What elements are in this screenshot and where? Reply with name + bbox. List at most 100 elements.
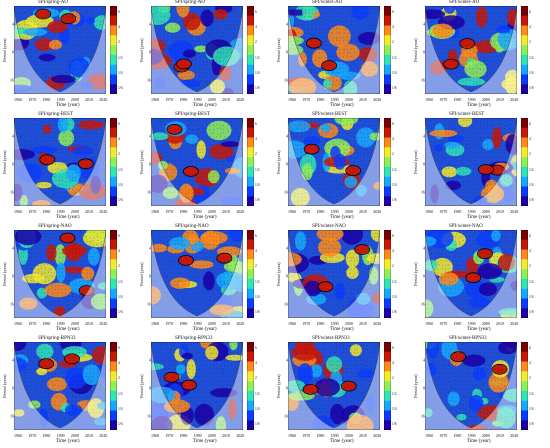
colorbar-tick-label: 6	[255, 234, 257, 238]
y-tick-label: 8	[12, 273, 14, 279]
coherence-region	[44, 282, 72, 298]
x-tick-label: 2020	[236, 97, 245, 102]
colorbar-tick-label: 1/6	[118, 310, 123, 314]
coherence-region	[432, 23, 454, 38]
coherence-region	[205, 345, 219, 360]
coherence-region	[346, 266, 359, 279]
x-tick-labels: 1960 1970 1980 1990 2000 2010 2020	[425, 97, 518, 103]
x-tick-labels: 1960 1970 1980 1990 2000 2010 2020	[151, 97, 245, 103]
colorbar-tick-label: 1/2	[255, 391, 260, 396]
cone-of-influence	[288, 118, 380, 206]
coherence-region	[318, 238, 342, 257]
x-tick-labels: 1960 1970 1980 1990 2000 2010 2020	[14, 209, 107, 215]
coherence-region	[86, 17, 95, 25]
y-tick-label: 16	[284, 301, 288, 307]
significance-contour	[60, 13, 77, 25]
coherence-region	[360, 61, 378, 77]
y-tick-label: 16	[284, 189, 288, 195]
significance-contour	[478, 164, 494, 175]
y-tick-label: 8	[286, 273, 288, 279]
panel-title: SPI/winter-NAO	[449, 224, 483, 229]
x-tick-label: 2020	[373, 321, 382, 326]
x-tick-label: 1980	[42, 97, 51, 102]
coherence-region	[19, 195, 28, 206]
coherence-region	[430, 60, 447, 75]
x-tick-labels: 1960 1970 1980 1990 2000 2010 2020	[425, 321, 518, 327]
wavelet-coherence-plot	[425, 118, 517, 206]
high-coherence-region	[176, 59, 191, 69]
panel-title: SPI/spring-RPN33	[38, 336, 76, 341]
coherence-region	[92, 346, 106, 365]
x-tick-label: 2000	[344, 97, 353, 102]
colorbar-tick-label: 1/2	[392, 167, 397, 172]
significance-contour	[305, 37, 322, 49]
y-tick-label: 16	[10, 413, 14, 419]
x-tick-label: 1960	[425, 321, 433, 326]
x-tick-label: 2000	[481, 97, 490, 102]
coherence-region	[438, 272, 459, 286]
x-tick-label: 1990	[193, 97, 202, 102]
coherence-region	[180, 79, 201, 88]
coherence-region	[444, 141, 460, 149]
y-tick-label: 8	[149, 161, 151, 167]
coherence-region	[151, 48, 164, 65]
colorbar	[521, 342, 528, 430]
y-tick-labels: 4 8 16	[6, 6, 14, 94]
colorbar-tick-label: 1/4	[255, 406, 260, 411]
coherence-region	[151, 386, 176, 404]
coherence-region	[65, 404, 83, 417]
significance-contour	[35, 8, 52, 20]
wavelet-panel: SPI/spring-BEST Period (year) 4 8 16 1960 1970…	[0, 112, 132, 222]
coherence-region	[425, 236, 437, 247]
panel-title: SPI/spring-AO	[175, 0, 206, 5]
coherence-region	[492, 127, 502, 149]
cone-of-influence	[425, 118, 517, 206]
colorbar-tick-label: 6	[529, 234, 531, 238]
y-tick-label: 8	[423, 161, 425, 167]
y-tick-label: 4	[149, 133, 151, 139]
significance-contour	[345, 165, 362, 176]
x-axis-label: Time (year)	[193, 103, 217, 108]
wavelet-coherence-plot	[425, 230, 517, 318]
coherence-region	[356, 127, 376, 148]
x-tick-label: 2000	[207, 97, 216, 102]
coherence-region	[434, 144, 443, 152]
x-axis-label: Time (year)	[193, 327, 217, 332]
x-axis-label: Time (year)	[330, 215, 354, 220]
colorbar-tick-label: 1/6	[255, 422, 260, 426]
y-tick-label: 4	[423, 133, 425, 139]
high-coherence-region	[60, 233, 75, 243]
coherence-region	[196, 140, 206, 159]
coherence-region	[290, 188, 310, 206]
significance-contour	[354, 244, 371, 255]
x-tick-label: 1980	[316, 321, 325, 326]
y-tick-label: 8	[149, 49, 151, 55]
colorbar-tick-label: 1/2	[392, 279, 397, 284]
x-tick-label: 2020	[236, 321, 245, 326]
cone-of-influence	[151, 118, 243, 206]
wavelet-panel: SPI/winter-AO Period (year) 4 8 16 1960 1970 19…	[411, 0, 543, 110]
significance-contour	[477, 248, 493, 260]
colorbar-tick-labels: 6 4 2 1/2 1/4 1/6	[529, 6, 537, 94]
colorbar-tick-label: 4	[255, 249, 257, 254]
x-tick-labels: 1960 1970 1980 1990 2000 2010 2020	[151, 433, 244, 439]
phase-arrows	[426, 343, 517, 430]
colorbar-tick-label: 1/2	[255, 167, 260, 172]
x-tick-label: 2010	[222, 321, 230, 326]
colorbar-tick-labels: 6 4 2 1/2 1/4 1/6	[529, 342, 537, 430]
cone-of-influence-line	[151, 118, 243, 205]
coherence-region	[289, 78, 317, 94]
cone-of-influence-line	[288, 118, 380, 205]
colorbar	[521, 6, 528, 94]
wavelet-coherence-plot	[14, 6, 106, 94]
significance-contour	[38, 358, 55, 370]
y-tick-labels: 4 8 16	[280, 230, 288, 318]
coherence-region	[90, 175, 101, 194]
coherence-region	[345, 249, 360, 268]
colorbar	[384, 342, 391, 430]
cone-of-influence-line	[14, 6, 106, 93]
significance-contour	[64, 353, 80, 365]
colorbar-tick-label: 2	[392, 376, 394, 381]
x-tick-label: 1960	[288, 97, 296, 102]
